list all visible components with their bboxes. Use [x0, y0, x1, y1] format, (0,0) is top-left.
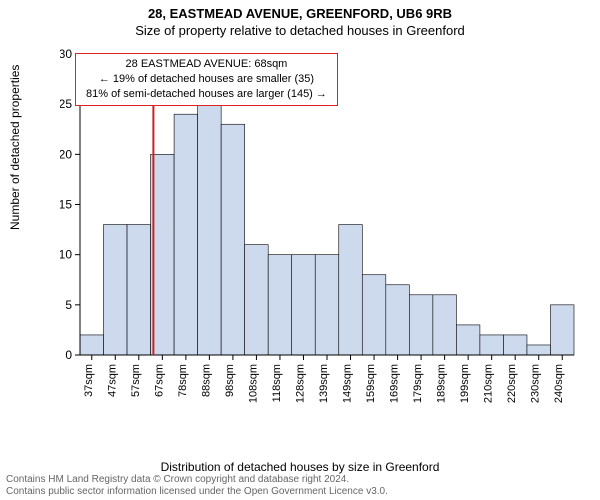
- histogram-bar: [362, 275, 386, 355]
- histogram-bar: [268, 255, 292, 355]
- histogram-bar: [127, 225, 151, 355]
- histogram-bar: [292, 255, 316, 355]
- svg-text:118sqm: 118sqm: [271, 364, 283, 402]
- license-line-1: Contains HM Land Registry data © Crown c…: [6, 474, 388, 486]
- histogram-bar: [221, 124, 245, 355]
- marker-info-box: 28 EASTMEAD AVENUE: 68sqm ← 19% of detac…: [75, 53, 338, 106]
- svg-text:128sqm: 128sqm: [294, 364, 306, 403]
- histogram-bar: [174, 114, 198, 355]
- svg-text:20: 20: [60, 147, 72, 161]
- svg-text:15: 15: [60, 198, 72, 212]
- chart-title: 28, EASTMEAD AVENUE, GREENFORD, UB6 9RB: [0, 0, 600, 21]
- histogram-bar: [480, 335, 504, 355]
- histogram-bar: [80, 335, 104, 355]
- svg-text:98sqm: 98sqm: [224, 364, 236, 397]
- histogram-bar: [527, 345, 551, 355]
- svg-text:25: 25: [60, 97, 72, 111]
- histogram-bar: [245, 245, 269, 355]
- infobox-line-1: 28 EASTMEAD AVENUE: 68sqm: [86, 57, 327, 72]
- histogram-bar: [503, 335, 527, 355]
- chart-subtitle: Size of property relative to detached ho…: [0, 21, 600, 38]
- svg-text:47sqm: 47sqm: [106, 364, 118, 397]
- license-text: Contains HM Land Registry data © Crown c…: [6, 474, 388, 498]
- svg-text:0: 0: [65, 348, 72, 362]
- svg-text:210sqm: 210sqm: [483, 364, 495, 403]
- svg-text:37sqm: 37sqm: [83, 364, 95, 397]
- histogram-bar: [550, 305, 574, 355]
- y-axis-label: Number of detached properties: [8, 65, 22, 230]
- svg-text:230sqm: 230sqm: [530, 364, 542, 403]
- histogram-bar: [409, 295, 433, 355]
- histogram-bar: [386, 285, 410, 355]
- svg-text:179sqm: 179sqm: [412, 364, 424, 403]
- license-line-2: Contains public sector information licen…: [6, 486, 388, 498]
- svg-text:159sqm: 159sqm: [365, 364, 377, 403]
- svg-text:78sqm: 78sqm: [177, 364, 189, 397]
- svg-text:67sqm: 67sqm: [153, 364, 165, 397]
- svg-text:240sqm: 240sqm: [553, 364, 565, 403]
- histogram-bar: [104, 225, 128, 355]
- svg-text:10: 10: [60, 248, 72, 262]
- svg-text:220sqm: 220sqm: [506, 364, 518, 403]
- svg-text:199sqm: 199sqm: [459, 364, 471, 403]
- histogram-bar: [315, 255, 339, 355]
- svg-text:108sqm: 108sqm: [247, 364, 259, 403]
- histogram-bar: [198, 104, 222, 355]
- histogram-bar: [339, 225, 363, 355]
- histogram-bar: [433, 295, 457, 355]
- svg-text:88sqm: 88sqm: [200, 364, 212, 397]
- svg-text:139sqm: 139sqm: [318, 364, 330, 403]
- svg-text:169sqm: 169sqm: [389, 364, 401, 403]
- infobox-line-3: 81% of semi-detached houses are larger (…: [86, 87, 327, 102]
- svg-text:30: 30: [60, 48, 72, 61]
- svg-text:5: 5: [65, 298, 72, 312]
- svg-text:189sqm: 189sqm: [436, 364, 448, 403]
- svg-text:149sqm: 149sqm: [342, 364, 354, 403]
- x-axis-label: Distribution of detached houses by size …: [0, 460, 600, 474]
- histogram-bar: [456, 325, 480, 355]
- svg-text:57sqm: 57sqm: [130, 364, 142, 397]
- infobox-line-2: ← 19% of detached houses are smaller (35…: [86, 72, 327, 87]
